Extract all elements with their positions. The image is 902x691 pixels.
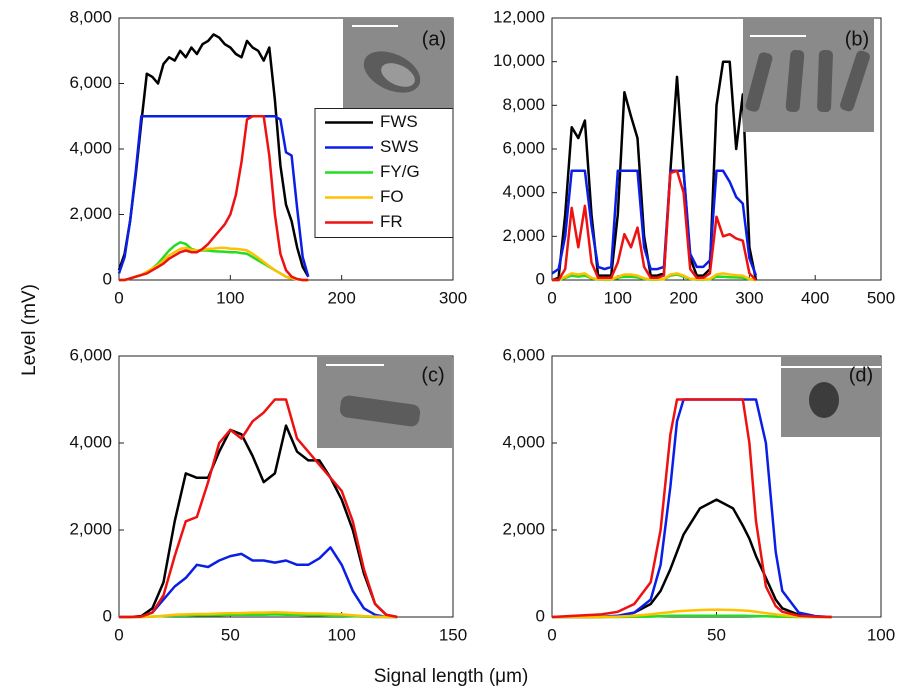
legend-label: SWS [380, 137, 419, 156]
y-tick-label: 8,000 [502, 95, 545, 114]
x-tick-label: 150 [439, 625, 467, 644]
legend-label: FWS [380, 112, 418, 131]
insets [317, 18, 881, 448]
panel-label: (d) [849, 364, 873, 386]
y-tick-label: 0 [536, 606, 545, 625]
y-tick-label: 4,000 [502, 182, 545, 201]
x-tick-label: 0 [114, 288, 123, 307]
x-tick-label: 200 [327, 288, 355, 307]
panel-label: (a) [422, 28, 446, 50]
series-line [119, 115, 309, 282]
x-tick-label: 100 [867, 625, 895, 644]
y-tick-label: 2,000 [502, 519, 545, 538]
series-line [551, 60, 758, 282]
series-line [551, 169, 758, 277]
y-tick-label: 4,000 [69, 138, 112, 157]
series-line [552, 169, 757, 282]
y-tick-label: 2,000 [69, 204, 112, 223]
x-tick-label: 50 [221, 625, 240, 644]
x-tick-label: 200 [669, 288, 697, 307]
legend-label: FO [380, 187, 404, 206]
series-line [119, 610, 398, 619]
legend-label: FR [380, 212, 403, 231]
y-tick-label: 0 [536, 269, 545, 288]
y-tick-label: 0 [103, 606, 112, 625]
y-tick-label: 6,000 [69, 345, 112, 364]
x-tick-label: 300 [439, 288, 467, 307]
x-tick-label: 300 [735, 288, 763, 307]
series-line [119, 246, 309, 282]
series-line [552, 608, 832, 619]
panel-label: (b) [845, 28, 869, 50]
series-line [119, 546, 398, 619]
x-tick-label: 0 [547, 625, 556, 644]
x-tick-label: 100 [604, 288, 632, 307]
x-tick-label: 50 [707, 625, 726, 644]
y-tick-label: 4,000 [69, 432, 112, 451]
legend-label: FY/G [380, 162, 420, 181]
x-tick-label: 100 [216, 288, 244, 307]
inset-image [781, 357, 881, 437]
x-tick-label: 100 [327, 625, 355, 644]
y-tick-label: 6,000 [69, 73, 112, 92]
y-tick-label: 8,000 [69, 7, 112, 26]
y-tick-label: 10,000 [493, 51, 545, 70]
y-tick-label: 2,000 [502, 226, 545, 245]
series-line [119, 398, 398, 619]
inset-image [343, 18, 453, 113]
x-tick-label: 400 [801, 288, 829, 307]
y-tick-label: 0 [103, 269, 112, 288]
y-axis-label: Level (mV) [19, 284, 40, 376]
y-tick-label: 12,000 [493, 7, 545, 26]
y-tick-label: 6,000 [502, 345, 545, 364]
x-axis-label: Signal length (μm) [374, 666, 529, 687]
series-line [117, 115, 310, 278]
series-line [552, 272, 757, 282]
y-tick-label: 6,000 [502, 138, 545, 157]
y-tick-label: 2,000 [69, 519, 112, 538]
x-tick-label: 0 [547, 288, 556, 307]
series-line [117, 33, 310, 278]
axes-box [118, 355, 454, 618]
x-tick-label: 0 [114, 625, 123, 644]
x-tick-label: 500 [867, 288, 895, 307]
series-line [119, 424, 398, 619]
panel-label: (c) [421, 364, 444, 386]
y-tick-label: 4,000 [502, 432, 545, 451]
series-line [551, 398, 832, 619]
inset-image [743, 18, 874, 132]
inset-image [317, 357, 452, 448]
